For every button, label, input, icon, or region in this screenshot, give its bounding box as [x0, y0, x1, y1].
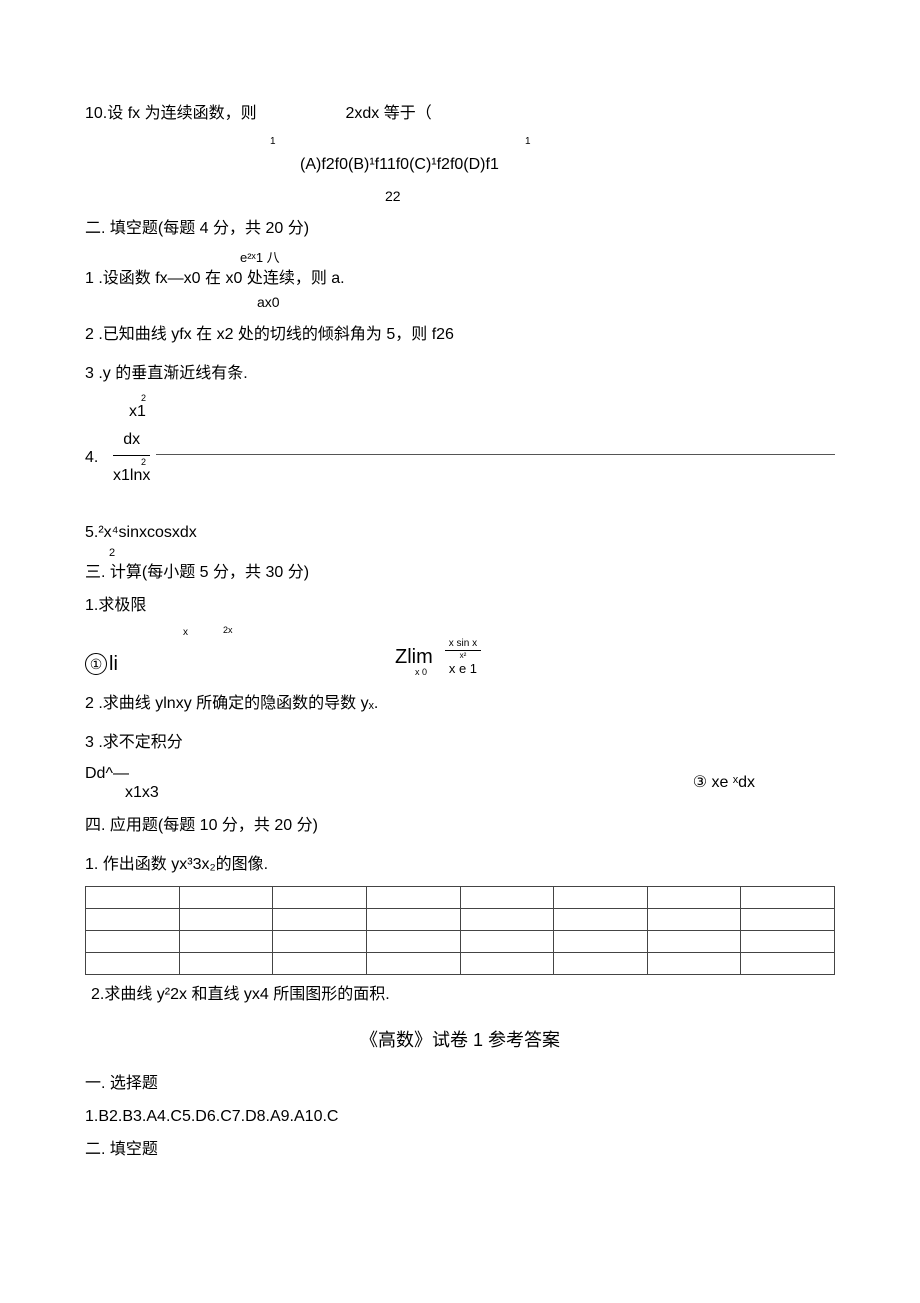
q3-1-x: x [183, 624, 188, 642]
q2-3-main: 3 .y 的垂直渐近线有条. [85, 360, 835, 389]
q4-1: 1. 作出函数 yx³3x₂的图像. [85, 851, 835, 880]
q2-5-wrap: 5.²x⁴sinxcosxdx 2 [85, 519, 835, 559]
q3-3-row: Dd^— x1x3 ③ xe ˣdx [85, 764, 835, 802]
q3-1-rnum: x sin x [445, 638, 481, 651]
q2-4-wrap: 4. dx 2 x1lnx [85, 426, 835, 491]
q2-1-top: e²ˣ1 八 [85, 250, 835, 266]
q3-3-lt: Dd^— [85, 764, 159, 783]
q2-1-bot: ax0 [85, 294, 835, 311]
q3-1-2x: 2x [223, 622, 233, 638]
q3-3-right: ③ xe ˣdx [693, 769, 835, 798]
q2-4-num: dx [113, 426, 150, 456]
q3-1-rden: x e 1 [445, 661, 481, 677]
section4-header: 四. 应用题(每题 10 分，共 20 分) [85, 812, 835, 841]
q2-3-expr-wrap: 2 x1 [85, 392, 835, 420]
q2-4-sup: 2 [141, 454, 146, 470]
q2-5-expr: 5.²x⁴sinxcosxdx [85, 519, 835, 548]
q10-opts: (A)f2f0(B)¹f11f0(C)¹f2f0(D)f1 [85, 151, 835, 180]
q2-2: 2 .已知曲线 yfx 在 x2 处的切线的倾斜角为 5，则 f26 [85, 321, 835, 350]
q10-line1: 10.设 fx 为连续函数，则 2xdx 等于（ [85, 100, 835, 129]
ans1-header: 一. 选择题 [85, 1070, 835, 1099]
section3-header: 三. 计算(每小题 5 分，共 30 分) [85, 559, 835, 588]
q3-1-li: li [109, 646, 118, 682]
q10-one-a: 1 [270, 133, 276, 151]
q10-mid: 2xdx 等于（ [346, 105, 432, 122]
ans2-header: 二. 填空题 [85, 1136, 835, 1165]
q10-row3: 22 [85, 184, 835, 209]
q2-4-frac: dx 2 x1lnx [113, 426, 150, 491]
q2-4-label: 4. [85, 444, 113, 473]
q2-1-wrap: e²ˣ1 八 1 .设函数 fx—x0 在 x0 处连续，则 a. ax0 [85, 250, 835, 311]
q3-1-rmid: x² [445, 651, 481, 661]
q3-1-zlim: Zlim [395, 639, 433, 675]
q2-1-main: 1 .设函数 fx—x0 在 x0 处连续，则 a. [85, 265, 835, 294]
table-row [86, 908, 835, 930]
q3-2: 2 .求曲线 ylnxy 所确定的隐函数的导数 yₓ. [85, 690, 835, 719]
q3-3: 3 .求不定积分 [85, 729, 835, 758]
q2-4-rule [156, 454, 835, 455]
table-row [86, 930, 835, 952]
q2-5-sub: 2 [85, 548, 835, 559]
q10-text: 10.设 fx 为连续函数，则 [85, 105, 257, 122]
q4-2: 2.求曲线 y²2x 和直线 yx4 所围图形的面积. [85, 981, 835, 1010]
table-row [86, 952, 835, 974]
q10-row2: 1 1 [85, 133, 835, 151]
answer-title: 《高数》试卷 1 参考答案 [85, 1024, 835, 1056]
q2-3-expr: x1 [129, 398, 146, 427]
q10-one-b: 1 [525, 133, 531, 151]
q3-1-sub: x 0 [415, 664, 427, 680]
ans1-line: 1.B2.B3.A4.C5.D6.C7.D8.A9.A10.C [85, 1103, 835, 1132]
q4-1-table [85, 886, 835, 975]
circled-1: ① [85, 653, 107, 675]
q3-3-lb: x1x3 [85, 783, 159, 802]
q3-1-label: 1.求极限 [85, 592, 835, 621]
section2-header: 二. 填空题(每题 4 分，共 20 分) [85, 215, 835, 244]
q3-1-row: x 2x ① li Zlim x sin x x² x e 1 x 0 [85, 624, 835, 680]
q2-4-den-wrap: 2 x1lnx [113, 456, 150, 491]
table-row [86, 886, 835, 908]
